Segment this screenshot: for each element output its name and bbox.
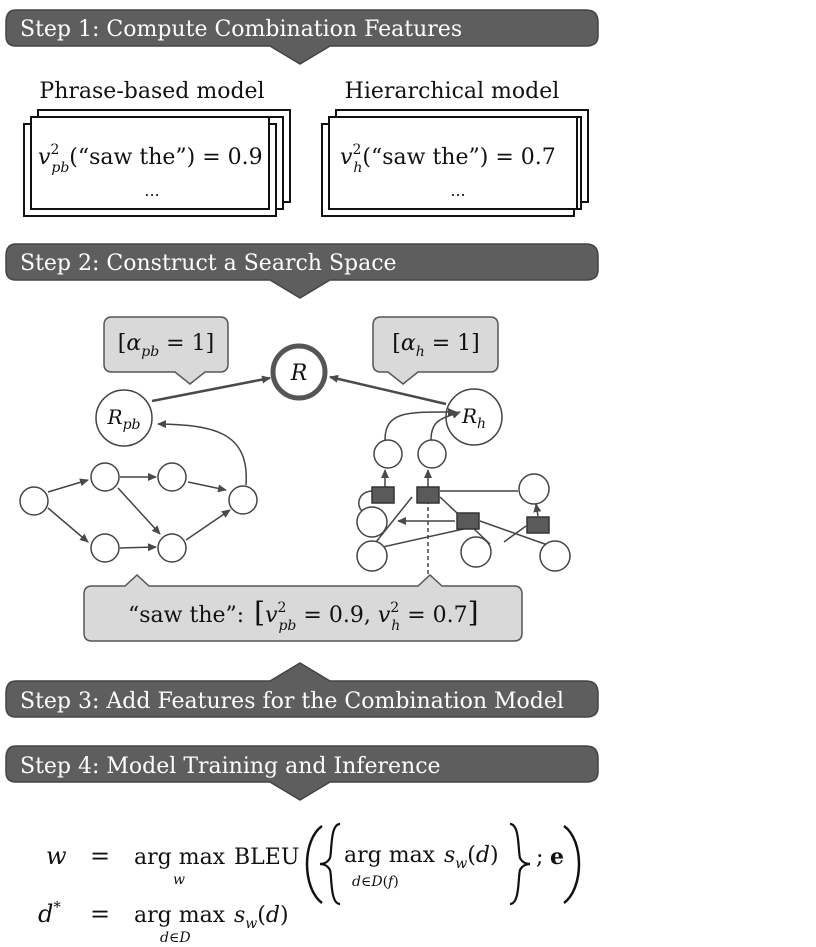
hierarchical-model-title: Hierarchical model — [345, 79, 560, 104]
phrase-feature-vector: “saw the”: [v2 pb = 0.9, v2 h = 0.7] — [128, 596, 479, 634]
equations: w = arg max w BLEU arg max d∈D(f) sw(d) … — [38, 822, 581, 946]
step2-banner: Step 2: Construct a Search Space — [5, 243, 599, 299]
rpb-to-root-edge — [151, 375, 271, 403]
eq2-score: sw(d) — [234, 903, 289, 932]
step1-label: Step 1: Compute Combination Features — [20, 17, 462, 42]
root-node-label: R — [290, 361, 308, 386]
phrase-based-lattice — [19, 420, 258, 563]
alpha-h-weight: [αh = 1] — [392, 331, 480, 360]
eq1-argmax: arg max — [134, 845, 226, 870]
hierarchical-hypergraph — [356, 407, 571, 578]
eq1-argmax-sub: w — [173, 872, 185, 888]
eq1-big-paren-left — [305, 824, 323, 904]
phrase-feature-callout: “saw the”: [v2 pb = 0.9, v2 h = 0.7] — [83, 573, 523, 642]
rpb-node-label: Rpb — [107, 405, 141, 433]
step3-banner: Step 3: Add Features for the Combination… — [5, 662, 599, 718]
step4-banner: Step 4: Model Training and Inference — [5, 745, 599, 801]
step4-label: Step 4: Model Training and Inference — [20, 754, 441, 779]
eq2-argmax: arg max — [134, 903, 226, 928]
pb-feature-equation: v2 pb(“saw the”) = 0.9 — [38, 142, 263, 176]
eq2-argmax-sub: d∈D — [160, 930, 191, 946]
eq1-inner-argmax: arg max — [344, 843, 436, 868]
step1-banner: Step 1: Compute Combination Features — [5, 9, 599, 65]
phrase-based-model-title: Phrase-based model — [39, 79, 264, 104]
eq1-big-paren-right — [563, 824, 581, 904]
rh-node: Rh — [445, 388, 503, 446]
root-node: R — [270, 343, 328, 401]
pb-ellipsis: ... — [144, 181, 159, 200]
eq1-brace-right — [509, 822, 531, 906]
phrase-based-feature-stack: v2 pb(“saw the”) = 0.9 ... — [23, 109, 291, 217]
eq2-lhs: d* — [38, 898, 61, 928]
eq1-inner-sub: d∈D(f) — [352, 874, 399, 890]
step2-label: Step 2: Construct a Search Space — [20, 251, 397, 276]
eq1-lhs: w — [46, 842, 67, 870]
alpha-h-callout: [αh = 1] — [372, 316, 499, 385]
eq2-equals: = — [90, 900, 110, 928]
eq1-equals: = — [90, 842, 110, 870]
h-ellipsis: ... — [450, 181, 465, 200]
eq1-brace-left — [319, 822, 341, 906]
rh-node-label: Rh — [461, 404, 486, 432]
rh-to-root-edge — [329, 374, 447, 406]
step3-label: Step 3: Add Features for the Combination… — [20, 689, 564, 714]
eq1-bleu: BLEU — [234, 845, 299, 870]
eq1-reference: e — [550, 844, 564, 870]
h-feature-equation: v2 h(“saw the”) = 0.7 — [340, 142, 556, 176]
eq1-score: sw(d) — [444, 843, 499, 872]
rpb-node: Rpb — [95, 389, 153, 447]
alpha-pb-weight: [αpb = 1] — [118, 331, 214, 360]
hierarchical-feature-stack: v2 h(“saw the”) = 0.7 ... — [321, 109, 589, 217]
alpha-pb-callout: [αpb = 1] — [103, 316, 229, 385]
eq1-semicolon: ; — [536, 845, 543, 870]
